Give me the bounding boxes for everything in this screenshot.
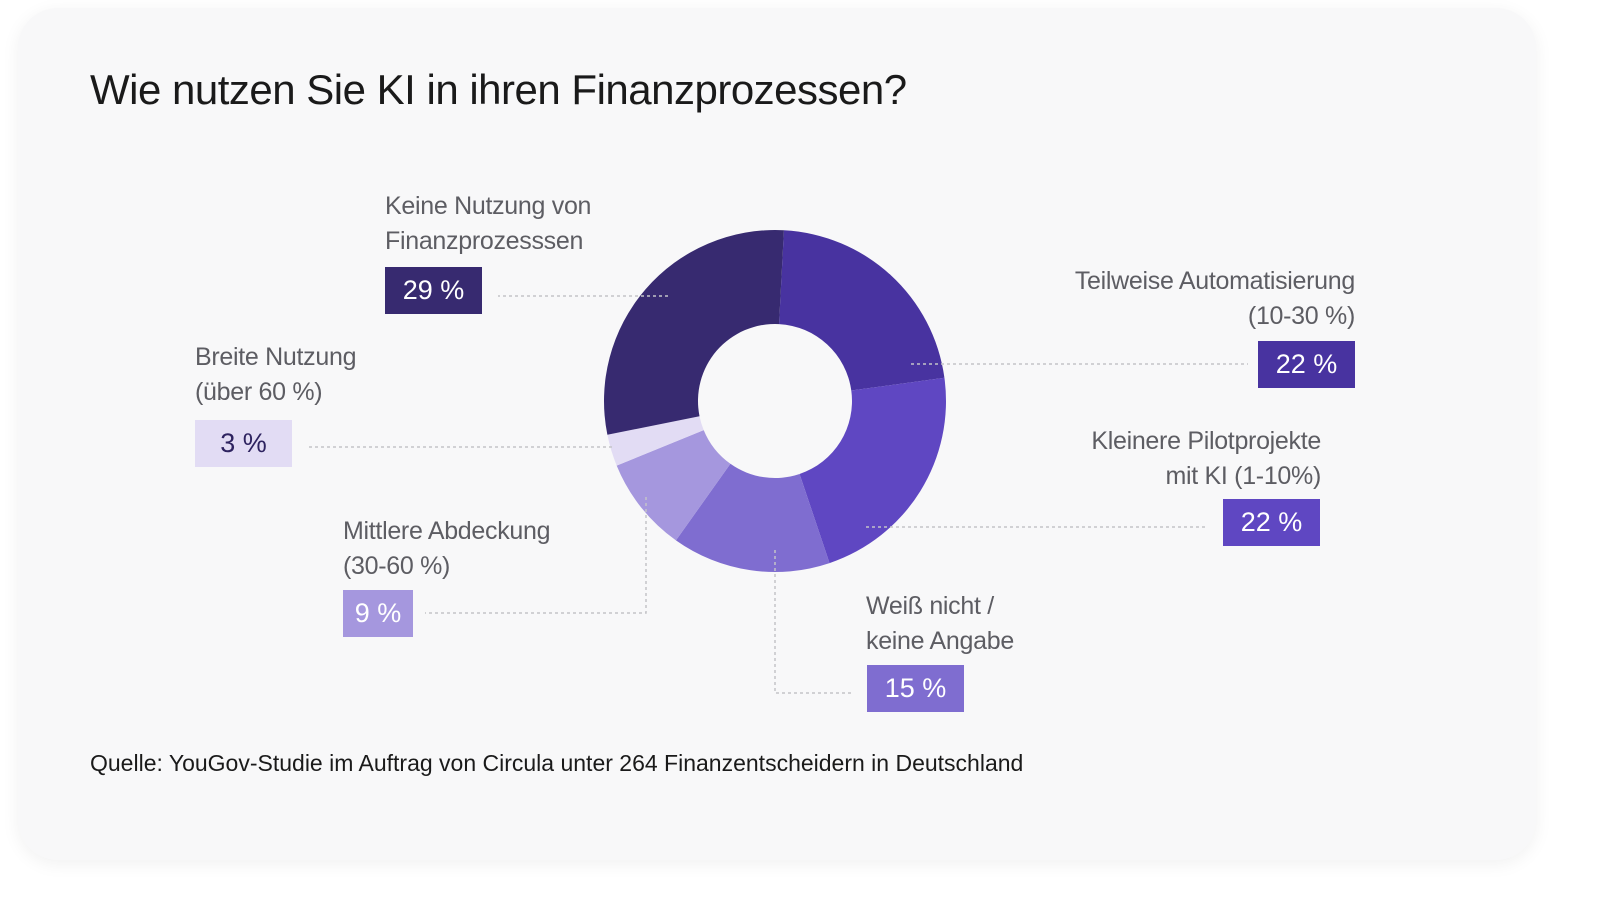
value-badge-mittlere-abdeckung: 9 %	[343, 590, 413, 637]
leader-line-weiss-nicht	[774, 550, 852, 694]
slice-weiss-nicht	[675, 463, 830, 572]
category-label-mittlere-abdeckung: Mittlere Abdeckung (30-60 %)	[343, 517, 551, 580]
value-badge-keine-nutzung-von: 29 %	[385, 267, 482, 314]
category-label-weiss-nicht: Weiß nicht / keine Angabe	[866, 592, 1014, 655]
source-note: Quelle: YouGov-Studie im Auftrag von Cir…	[90, 750, 1024, 776]
slice-kleinere-pilotprojekte	[799, 377, 947, 564]
value-badge-teilweise-automatisierung: 22 %	[1258, 341, 1355, 388]
value-badge-weiss-nicht: 15 %	[867, 665, 964, 712]
slice-teilweise-automatisierung	[779, 230, 945, 391]
category-label-kleinere-pilotprojekte: Kleinere Pilotprojekte mit KI (1-10%)	[1091, 427, 1321, 490]
category-label-teilweise-automatisierung: Teilweise Automatisierung (10-30 %)	[1074, 267, 1355, 330]
category-label-keine-nutzung-von: Keine Nutzung von Finanzprozesssen	[385, 192, 592, 255]
slice-keine-nutzung-von	[604, 229, 784, 435]
chart-title: Wie nutzen Sie KI in ihren Finanzprozess…	[90, 66, 907, 113]
slice-mittlere-abdeckung	[616, 430, 731, 541]
category-label-breite-nutzung: Breite Nutzung (über 60 %)	[195, 343, 357, 406]
value-badge-breite-nutzung: 3 %	[195, 420, 292, 467]
value-badge-kleinere-pilotprojekte: 22 %	[1223, 499, 1320, 546]
slice-breite-nutzung	[607, 416, 704, 466]
leader-line-mittlere-abdeckung	[425, 497, 647, 614]
